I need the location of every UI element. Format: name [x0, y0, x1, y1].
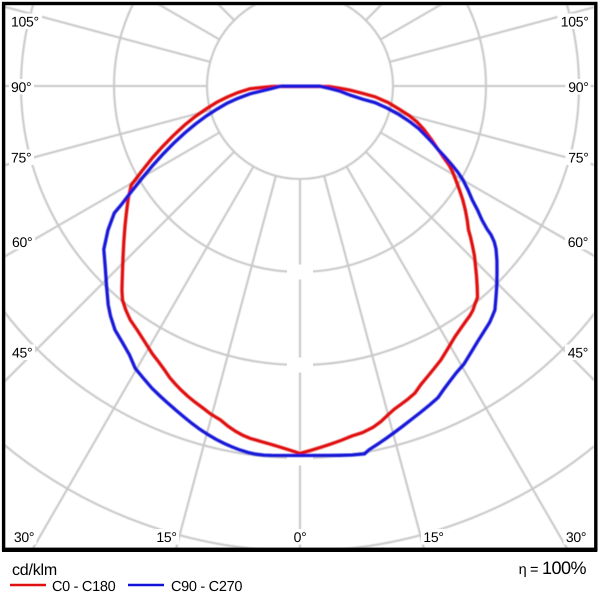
svg-text:105°: 105° [561, 13, 589, 29]
svg-text:15°: 15° [423, 529, 443, 545]
svg-text:75°: 75° [11, 149, 31, 165]
svg-text:η = 100%: η = 100% [519, 558, 587, 578]
svg-text:cd/klm: cd/klm [12, 562, 57, 579]
svg-text:30°: 30° [14, 529, 34, 545]
svg-text:15°: 15° [156, 529, 176, 545]
svg-text:75°: 75° [568, 149, 588, 165]
svg-text:30°: 30° [566, 529, 586, 545]
svg-text:90°: 90° [568, 79, 588, 95]
svg-text:90°: 90° [11, 79, 31, 95]
svg-text:C0 - C180: C0 - C180 [52, 579, 116, 595]
svg-text:60°: 60° [12, 234, 32, 250]
svg-text:C90 - C270: C90 - C270 [171, 579, 242, 595]
svg-text:60°: 60° [568, 234, 588, 250]
svg-text:45°: 45° [12, 344, 32, 360]
svg-text:45°: 45° [568, 344, 588, 360]
svg-text:105°: 105° [11, 13, 39, 29]
svg-text:0°: 0° [294, 529, 307, 545]
